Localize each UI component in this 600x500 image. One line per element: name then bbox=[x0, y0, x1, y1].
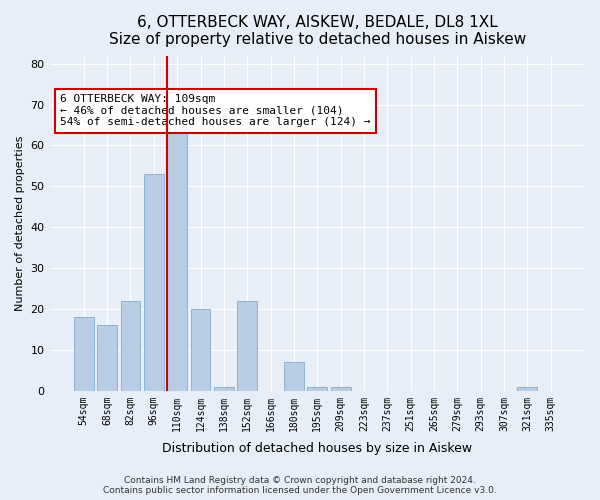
Bar bbox=[97, 326, 117, 391]
Bar bbox=[238, 301, 257, 391]
Bar bbox=[121, 301, 140, 391]
X-axis label: Distribution of detached houses by size in Aiskew: Distribution of detached houses by size … bbox=[162, 442, 472, 455]
Bar bbox=[307, 386, 327, 391]
Text: 6 OTTERBECK WAY: 109sqm
← 46% of detached houses are smaller (104)
54% of semi-d: 6 OTTERBECK WAY: 109sqm ← 46% of detache… bbox=[60, 94, 371, 128]
Y-axis label: Number of detached properties: Number of detached properties bbox=[15, 136, 25, 311]
Bar bbox=[144, 174, 164, 391]
Bar bbox=[331, 386, 350, 391]
Text: Contains HM Land Registry data © Crown copyright and database right 2024.
Contai: Contains HM Land Registry data © Crown c… bbox=[103, 476, 497, 495]
Bar bbox=[284, 362, 304, 391]
Bar bbox=[167, 113, 187, 391]
Bar bbox=[517, 386, 538, 391]
Bar bbox=[74, 317, 94, 391]
Title: 6, OTTERBECK WAY, AISKEW, BEDALE, DL8 1XL
Size of property relative to detached : 6, OTTERBECK WAY, AISKEW, BEDALE, DL8 1X… bbox=[109, 15, 526, 48]
Bar bbox=[214, 386, 234, 391]
Bar bbox=[191, 309, 211, 391]
